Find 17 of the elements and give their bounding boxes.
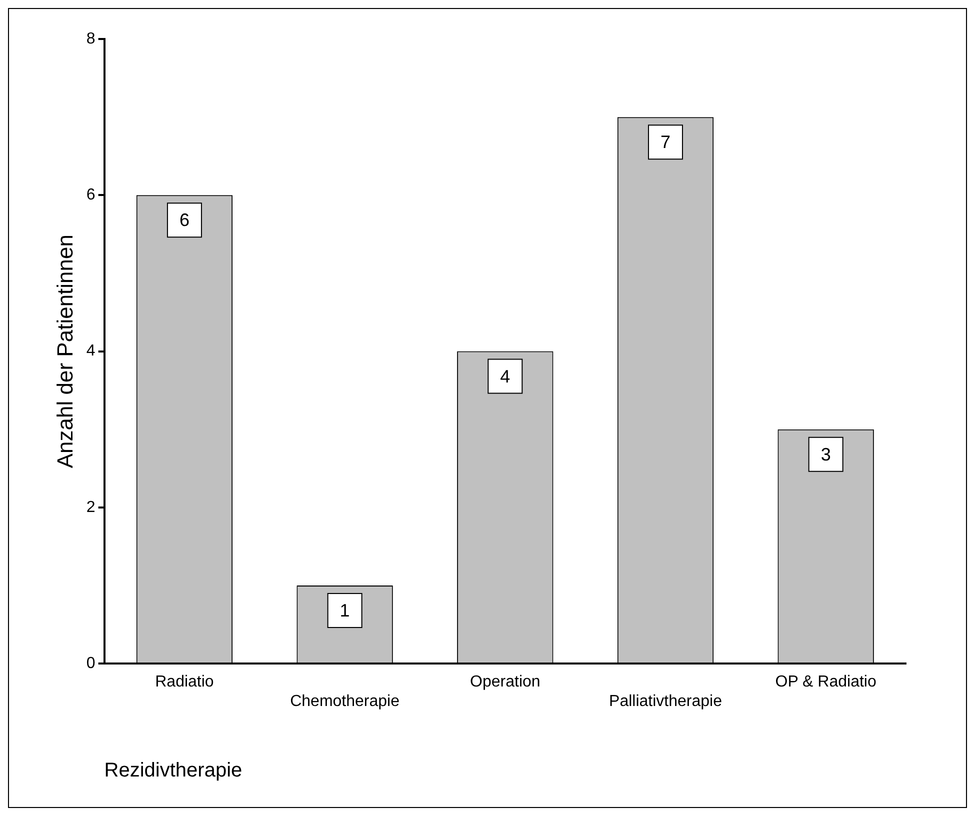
y-tick-label: 8 [86,30,96,48]
data-label: 7 [660,132,670,152]
x-tick-label: Operation [470,674,540,691]
data-label: 3 [820,444,831,464]
y-tick-label: 0 [86,655,96,672]
y-tick-label: 6 [86,186,96,204]
data-label: 6 [179,210,190,230]
y-tick-label: 2 [86,498,96,516]
x-tick-label: Radiatio [155,674,214,691]
y-axis-title: Anzahl der Patientinnen [52,234,78,468]
data-label: 4 [500,366,510,386]
y-tick-label: 4 [86,342,96,360]
x-axis-title: Rezidivtherapie [104,760,242,782]
x-tick-label: Chemotherapie [290,692,400,710]
x-tick-label: OP & Radiatio [775,674,876,691]
x-tick-label: Palliativtherapie [609,692,722,710]
data-label: 1 [340,600,350,620]
